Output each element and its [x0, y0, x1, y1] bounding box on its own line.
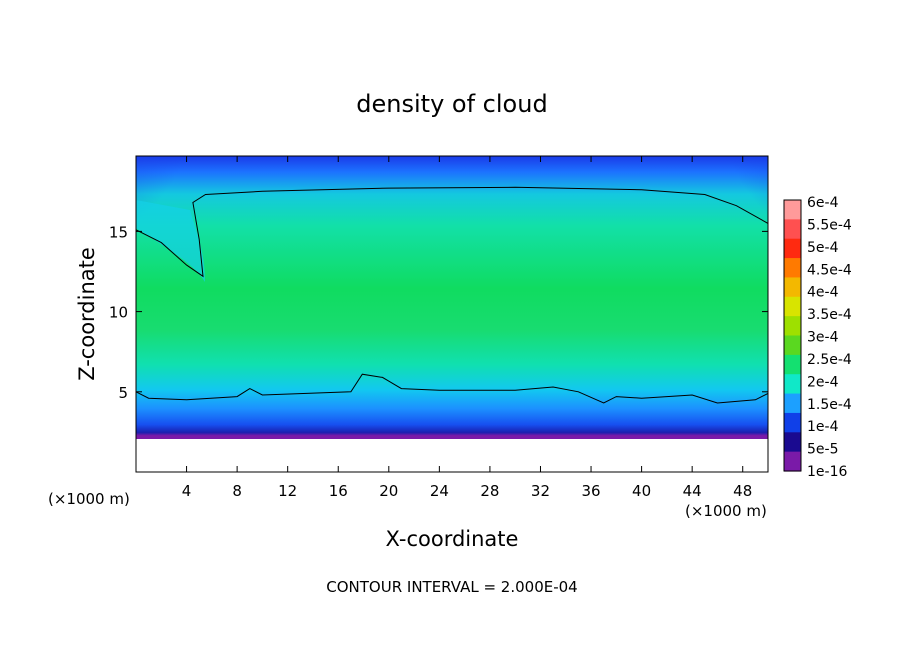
colorbar-label: 5e-5: [807, 442, 838, 458]
x-tick-label: 8: [232, 482, 242, 500]
colorbar-swatch: [784, 335, 801, 356]
colorbar-label: 3e-4: [807, 330, 839, 346]
y-axis-label: Z-coordinate: [75, 247, 99, 381]
colorbar-swatch: [784, 316, 801, 337]
x-axis-label: X-coordinate: [386, 527, 519, 551]
x-axis: 4 8 12 16 20 24 28 32 36 40 44 48: [182, 156, 752, 500]
colorbar-swatch: [784, 432, 801, 453]
x-tick-label: 44: [683, 482, 702, 500]
colorbar-swatch: [784, 374, 801, 395]
colorbar-swatch: [784, 238, 801, 259]
contour-lines: [136, 186, 768, 404]
x-tick-label: 12: [278, 482, 297, 500]
colorbar-swatch: [784, 393, 801, 414]
chart-title: density of cloud: [356, 90, 547, 118]
x-tick-label: 28: [480, 482, 499, 500]
colorbar-frame: [783, 199, 802, 472]
colorbar-label: 2e-4: [807, 374, 839, 390]
density-field: [136, 156, 768, 472]
colorbar-label: 5.5e-4: [807, 217, 852, 233]
colorbar-label: 6e-4: [807, 195, 839, 211]
x-unit-label-left: (×1000 m): [48, 490, 130, 508]
x-tick-label: 24: [430, 482, 449, 500]
contour-interval-footer: CONTOUR INTERVAL = 2.000E-04: [326, 578, 577, 596]
colorbar-label: 1.5e-4: [807, 397, 852, 413]
y-tick-label: 10: [109, 304, 128, 322]
colorbar-swatch: [784, 412, 801, 433]
colorbar-swatch: [784, 277, 801, 298]
colorbar-label: 3.5e-4: [807, 307, 852, 323]
x-tick-label: 48: [733, 482, 752, 500]
colorbar-swatch: [784, 451, 801, 472]
colorbar-label: 4.5e-4: [807, 262, 852, 278]
y-tick-label: 15: [109, 223, 128, 241]
colorbar-label: 1e-16: [807, 464, 847, 480]
x-tick-label: 20: [379, 482, 398, 500]
colorbar-swatch: [784, 354, 801, 375]
x-unit-label-right: (×1000 m): [685, 502, 767, 520]
plot-frame: [135, 155, 769, 473]
contour-lower: [136, 373, 768, 404]
colorbar-label: 4e-4: [807, 285, 839, 301]
colorbar-label: 5e-4: [807, 240, 839, 256]
colorbar-swatch: [784, 258, 801, 279]
field-left-intrusion: [136, 200, 205, 282]
y-tick-label: 5: [118, 384, 128, 402]
x-tick-label: 36: [581, 482, 600, 500]
colorbar-label: 2.5e-4: [807, 352, 852, 368]
colorbar-swatch: [784, 296, 801, 317]
x-tick-label: 32: [531, 482, 550, 500]
colorbar-label: 1e-4: [807, 419, 839, 435]
colorbar-swatch: [784, 219, 801, 240]
y-axis: 5 10 15: [109, 223, 768, 402]
plot-field: [136, 156, 768, 472]
x-tick-label: 40: [632, 482, 651, 500]
colorbar-swatch: [784, 200, 801, 220]
x-tick-label: 16: [329, 482, 348, 500]
colorbar: 6e-4 5.5e-4 5e-4 4.5e-4 4e-4 3.5e-4 3e-4 2.5e-4…: [783, 195, 852, 480]
contour-upper: [136, 186, 768, 278]
x-tick-label: 4: [182, 482, 192, 500]
